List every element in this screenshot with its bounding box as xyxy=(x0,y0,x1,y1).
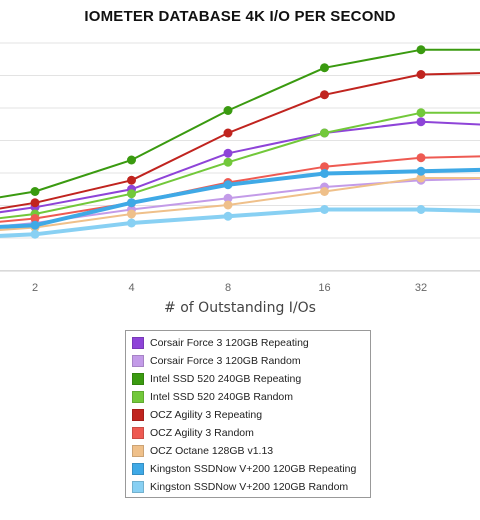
x-tick-label: 2 xyxy=(32,282,38,294)
x-tick-label: 4 xyxy=(128,282,134,294)
data-point[interactable] xyxy=(127,198,136,208)
data-point[interactable] xyxy=(416,45,426,55)
line-chart: 2 4 8 16 32 xyxy=(0,42,480,294)
data-point[interactable] xyxy=(416,205,426,214)
data-point[interactable] xyxy=(320,205,329,214)
data-point[interactable] xyxy=(223,193,233,203)
series-kingston-ssdnow-v-200-120gb-random xyxy=(0,205,480,239)
legend-item[interactable]: Corsair Force 3 120GB Random xyxy=(132,352,370,370)
data-point[interactable] xyxy=(30,220,40,230)
chart-title: IOMETER DATABASE 4K I/O PER SECOND xyxy=(84,8,396,25)
data-point[interactable] xyxy=(416,173,426,183)
series-ocz-agility-3-random xyxy=(0,153,480,223)
series-intel-ssd-520-240gb-repeating xyxy=(0,45,480,199)
data-point[interactable] xyxy=(320,169,329,178)
legend-swatch xyxy=(132,409,144,421)
data-point[interactable] xyxy=(223,157,233,167)
data-point[interactable] xyxy=(416,166,426,176)
legend-swatch xyxy=(132,463,144,475)
legend-item[interactable]: Intel SSD 520 240GB Repeating xyxy=(132,370,370,388)
legend-label: Corsair Force 3 120GB Repeating xyxy=(150,337,309,349)
legend-item[interactable]: OCZ Agility 3 Repeating xyxy=(132,406,370,424)
legend-item[interactable]: OCZ Agility 3 Random xyxy=(132,424,370,442)
legend-item[interactable]: Intel SSD 520 240GB Random xyxy=(132,388,370,406)
data-point[interactable] xyxy=(320,128,329,138)
series-ocz-agility-3-repeating xyxy=(0,70,480,210)
x-tick-labels: 2 4 8 16 32 xyxy=(32,282,427,294)
legend-label: Kingston SSDNow V+200 120GB Repeating xyxy=(150,463,357,475)
x-tick-label: 8 xyxy=(225,282,231,294)
data-point[interactable] xyxy=(320,90,329,100)
legend-label: Corsair Force 3 120GB Random xyxy=(150,355,301,367)
legend-label: Intel SSD 520 240GB Random xyxy=(150,391,294,403)
legend-item[interactable]: Corsair Force 3 120GB Repeating xyxy=(132,334,370,352)
legend-label: OCZ Octane 128GB v1.13 xyxy=(150,445,274,457)
legend-label: OCZ Agility 3 Repeating xyxy=(150,409,263,421)
data-point[interactable] xyxy=(30,214,40,223)
x-tick-label: 32 xyxy=(415,282,427,294)
data-point[interactable] xyxy=(127,189,136,199)
data-point[interactable] xyxy=(223,128,233,138)
data-point[interactable] xyxy=(30,198,40,208)
legend-swatch xyxy=(132,481,144,493)
legend-item[interactable]: Kingston SSDNow V+200 120GB Repeating xyxy=(132,460,370,478)
legend-item[interactable]: OCZ Octane 128GB v1.13 xyxy=(132,442,370,460)
series-line xyxy=(0,207,480,238)
data-point[interactable] xyxy=(223,200,233,210)
data-point[interactable] xyxy=(320,162,329,172)
data-point[interactable] xyxy=(416,117,426,127)
data-point[interactable] xyxy=(320,187,329,196)
grid-lines xyxy=(0,42,480,272)
legend-swatch xyxy=(132,337,144,349)
data-point[interactable] xyxy=(416,108,426,118)
data-point[interactable] xyxy=(416,70,426,79)
data-point[interactable] xyxy=(127,175,136,185)
legend-swatch xyxy=(132,391,144,403)
data-point[interactable] xyxy=(320,63,329,73)
data-point[interactable] xyxy=(30,229,40,239)
legend-swatch xyxy=(132,427,144,439)
series-kingston-ssdnow-v-200-120gb-repeating xyxy=(0,166,480,230)
legend: Corsair Force 3 120GB Repeating Corsair F… xyxy=(125,330,371,498)
legend-label: OCZ Agility 3 Random xyxy=(150,427,254,439)
data-point[interactable] xyxy=(223,180,233,190)
x-axis-label: # of Outstanding I/Os xyxy=(164,300,316,316)
data-point[interactable] xyxy=(416,153,426,163)
legend-label: Intel SSD 520 240GB Repeating xyxy=(150,373,302,385)
data-point[interactable] xyxy=(30,187,40,196)
data-point[interactable] xyxy=(127,218,136,228)
legend-swatch xyxy=(132,373,144,385)
data-point[interactable] xyxy=(127,209,136,219)
legend-label: Kingston SSDNow V+200 120GB Random xyxy=(150,481,349,493)
legend-swatch xyxy=(132,445,144,457)
data-point[interactable] xyxy=(223,148,233,158)
x-tick-label: 16 xyxy=(318,282,330,294)
legend-swatch xyxy=(132,355,144,367)
data-point[interactable] xyxy=(127,155,136,165)
data-point[interactable] xyxy=(223,211,233,221)
series-lines xyxy=(0,45,480,239)
data-point[interactable] xyxy=(223,106,233,115)
legend-item[interactable]: Kingston SSDNow V+200 120GB Random xyxy=(132,478,370,496)
